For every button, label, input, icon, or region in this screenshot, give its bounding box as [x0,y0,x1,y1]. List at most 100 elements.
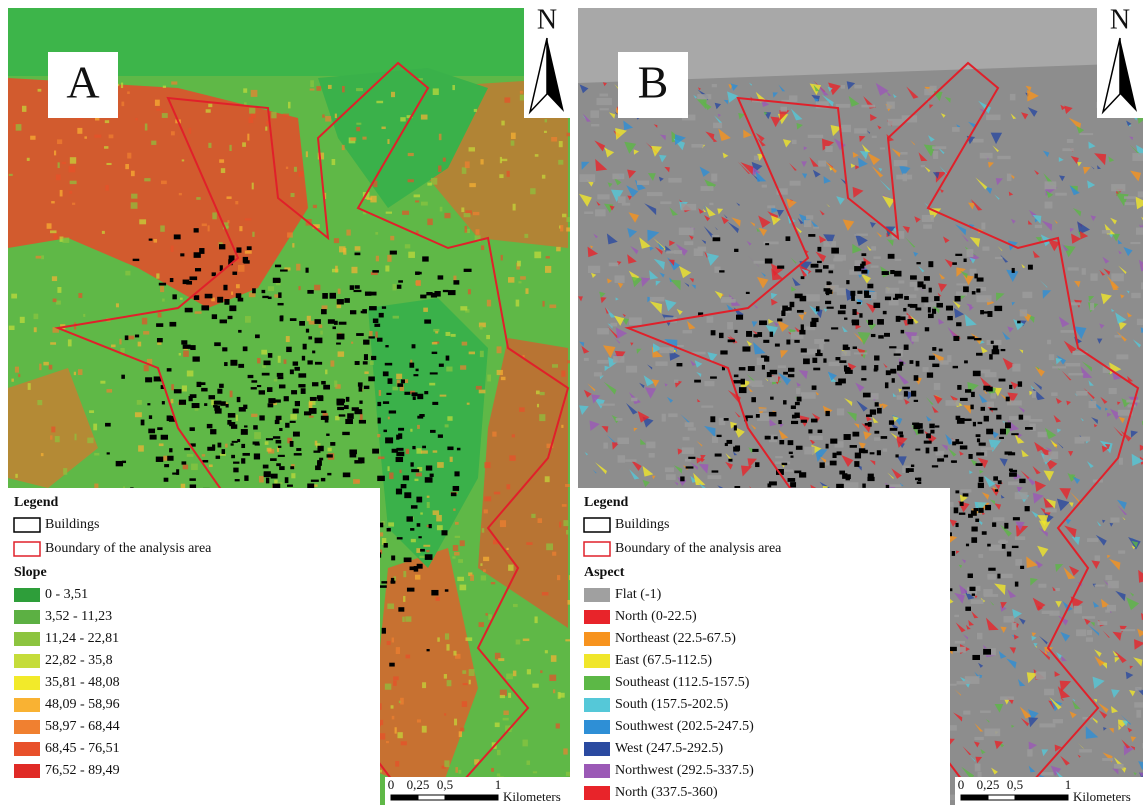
building [312,350,316,354]
raster-cell [1072,700,1081,710]
raster-cell [975,286,987,291]
raster-cell [796,388,801,395]
raster-cell [1122,516,1126,520]
raster-cell [1134,639,1143,650]
raster-cell [767,205,776,209]
raster-cell [770,263,784,276]
building [149,434,157,440]
raster-cell [1058,157,1064,162]
raster-cell [1110,408,1122,420]
raster-cell [855,382,865,392]
building [286,346,292,353]
raster-cell [432,450,438,453]
building [976,352,983,356]
building [233,461,240,464]
raster-cell [1132,339,1142,348]
raster-cell [669,240,676,247]
building [363,354,368,361]
raster-cell [1063,340,1077,354]
raster-cell [818,160,827,167]
building [959,501,964,506]
raster-cell [1055,601,1062,608]
raster-cell [1049,697,1062,710]
building [800,324,804,331]
building [401,379,405,384]
raster-cell [867,152,881,166]
raster-cell [1106,604,1117,612]
raster-cell [1006,269,1019,282]
raster-cell [568,575,570,581]
building [1009,469,1018,473]
building [733,446,740,452]
building [354,361,360,365]
raster-cell [287,437,293,444]
raster-cell [749,221,755,227]
raster-cell [52,298,57,303]
raster-cell [524,233,529,238]
raster-cell [603,147,608,151]
building [852,309,857,316]
raster-cell [1044,646,1054,656]
raster-cell [602,82,607,87]
raster-cell [373,180,378,188]
building [447,446,454,451]
raster-cell [314,440,318,446]
raster-cell [841,124,852,133]
raster-cell [922,367,929,372]
raster-cell [797,217,804,224]
raster-cell [334,380,338,388]
raster-cell [1120,430,1132,442]
raster-cell [893,416,899,423]
building [869,409,877,415]
building [915,448,921,451]
raster-cell [1129,690,1136,697]
building [676,362,683,367]
raster-cell [705,206,716,217]
building [398,433,403,439]
building [956,322,962,327]
raster-cell [648,452,655,458]
building [987,311,993,317]
building [870,333,876,338]
raster-cell [852,186,864,198]
raster-cell [583,357,589,361]
raster-cell [465,309,470,313]
building [210,429,217,435]
raster-cell [891,147,901,158]
raster-cell [780,350,789,359]
raster-cell [1037,545,1049,557]
building [189,478,196,481]
building [968,513,973,518]
raster-cell [53,233,58,240]
raster-cell [984,728,1001,737]
raster-cell [158,443,164,447]
raster-cell [52,327,59,333]
raster-cell [322,114,325,118]
building [381,306,387,309]
building [764,356,770,362]
building [955,490,960,494]
raster-cell [1000,696,1014,700]
raster-cell [885,90,892,97]
raster-cell [395,761,400,767]
raster-cell [763,241,779,245]
raster-cell [755,132,765,142]
building [727,339,736,343]
raster-cell [1109,522,1114,527]
building [948,646,957,652]
building [839,360,847,363]
raster-cell [499,520,507,528]
building [975,434,981,438]
raster-cell [540,670,543,674]
raster-cell [78,292,83,298]
raster-cell [1054,744,1062,752]
raster-cell [1065,518,1072,525]
building [978,442,986,446]
raster-cell [544,650,548,654]
raster-cell [170,398,174,404]
raster-cell [484,462,491,469]
raster-cell [1061,655,1067,662]
raster-cell [848,96,860,107]
raster-cell [696,457,703,464]
building [1008,468,1013,472]
